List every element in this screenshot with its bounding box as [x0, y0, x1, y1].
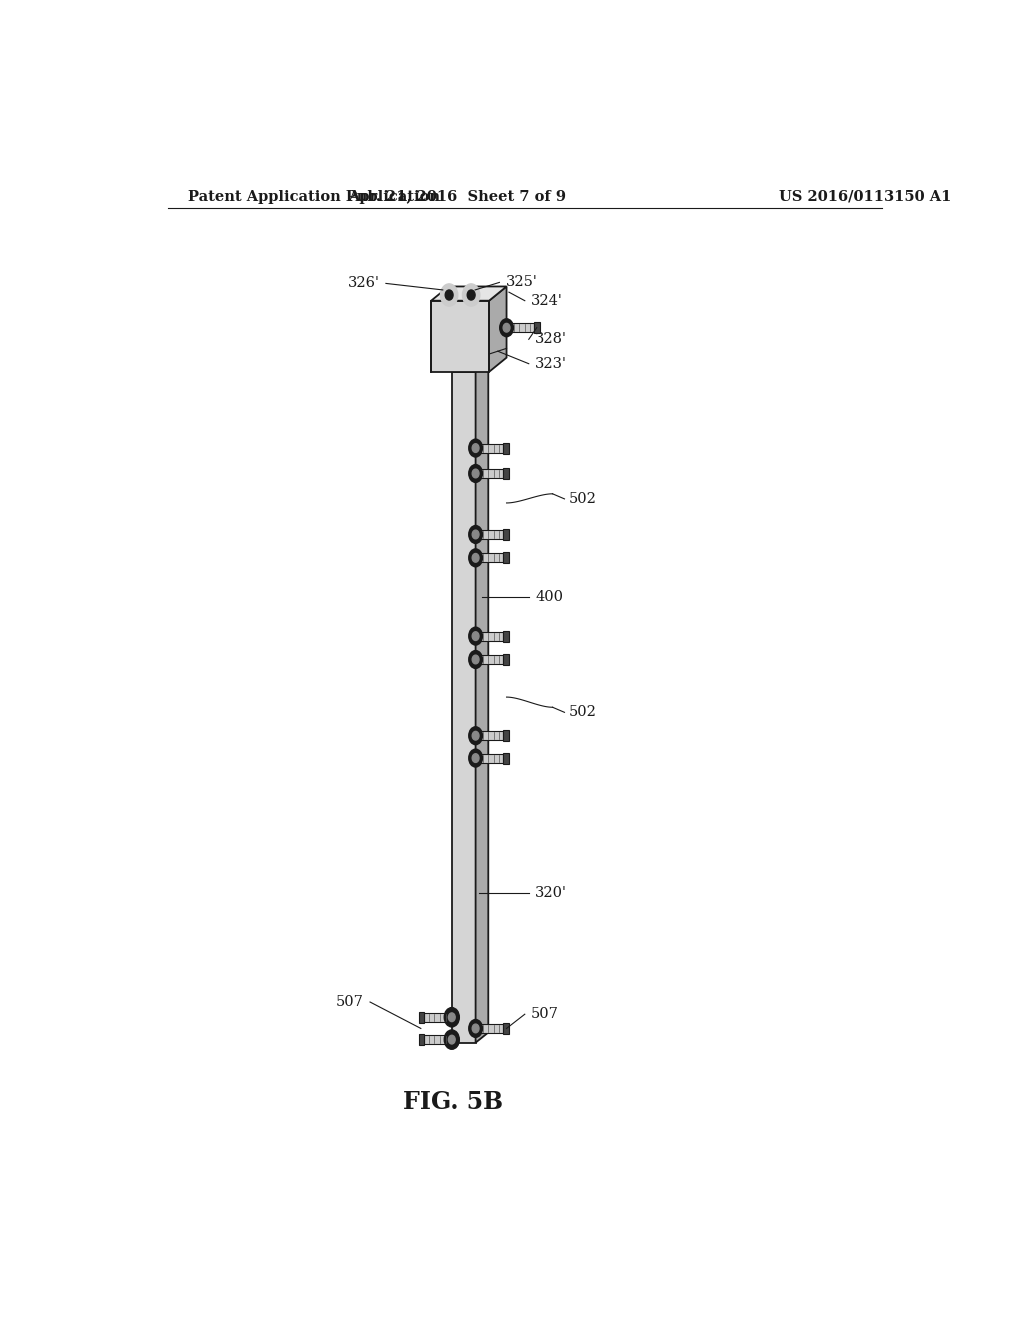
- Circle shape: [467, 290, 475, 300]
- Circle shape: [472, 553, 479, 562]
- Circle shape: [445, 290, 453, 300]
- Text: 507: 507: [336, 995, 364, 1008]
- Circle shape: [499, 318, 514, 338]
- Circle shape: [472, 469, 479, 478]
- Circle shape: [503, 323, 510, 333]
- Circle shape: [472, 754, 479, 763]
- Circle shape: [468, 1019, 483, 1038]
- Bar: [503, 752, 509, 763]
- Bar: [424, 1012, 450, 1022]
- Circle shape: [468, 649, 483, 669]
- Bar: [535, 322, 540, 333]
- Text: 324': 324': [531, 293, 563, 308]
- Bar: [452, 372, 475, 1043]
- Text: 323': 323': [536, 356, 567, 371]
- Bar: [419, 1011, 424, 1023]
- Polygon shape: [431, 286, 507, 301]
- Bar: [478, 631, 503, 640]
- Circle shape: [472, 1024, 479, 1032]
- Bar: [478, 444, 503, 453]
- Polygon shape: [452, 362, 488, 372]
- Bar: [431, 301, 489, 372]
- Circle shape: [440, 284, 458, 306]
- Bar: [503, 730, 509, 742]
- Text: US 2016/0113150 A1: US 2016/0113150 A1: [778, 190, 951, 203]
- Circle shape: [472, 531, 479, 539]
- Text: 328': 328': [536, 333, 567, 346]
- Text: Apr. 21, 2016  Sheet 7 of 9: Apr. 21, 2016 Sheet 7 of 9: [348, 190, 566, 203]
- Circle shape: [444, 1030, 460, 1049]
- Circle shape: [444, 1007, 460, 1027]
- Bar: [503, 1023, 509, 1034]
- Circle shape: [468, 525, 483, 544]
- Bar: [478, 469, 503, 478]
- Circle shape: [468, 627, 483, 645]
- Circle shape: [472, 731, 479, 741]
- Bar: [478, 731, 503, 741]
- Circle shape: [449, 1012, 456, 1022]
- Circle shape: [463, 284, 480, 306]
- Bar: [503, 552, 509, 564]
- Text: 502: 502: [569, 492, 597, 506]
- Polygon shape: [475, 362, 488, 1043]
- Text: 325': 325': [506, 276, 538, 289]
- Text: 320': 320': [536, 886, 567, 900]
- Circle shape: [468, 726, 483, 746]
- Text: 507: 507: [531, 1007, 559, 1022]
- Bar: [503, 442, 509, 454]
- Text: FIG. 5B: FIG. 5B: [403, 1089, 504, 1114]
- Bar: [478, 1024, 503, 1034]
- Bar: [424, 1035, 450, 1044]
- Bar: [478, 754, 503, 763]
- Bar: [478, 553, 503, 562]
- Circle shape: [468, 548, 483, 568]
- Bar: [503, 529, 509, 540]
- Text: Patent Application Publication: Patent Application Publication: [187, 190, 439, 203]
- Circle shape: [468, 463, 483, 483]
- Bar: [509, 323, 535, 333]
- Bar: [503, 653, 509, 665]
- Bar: [419, 1034, 424, 1045]
- Polygon shape: [489, 286, 507, 372]
- Circle shape: [472, 444, 479, 453]
- Bar: [503, 631, 509, 642]
- Circle shape: [449, 1035, 456, 1044]
- Text: 326': 326': [347, 276, 380, 290]
- Circle shape: [468, 748, 483, 768]
- Circle shape: [472, 655, 479, 664]
- Bar: [478, 655, 503, 664]
- Text: 400: 400: [536, 590, 563, 605]
- Circle shape: [468, 438, 483, 458]
- Circle shape: [472, 632, 479, 640]
- Bar: [478, 529, 503, 539]
- Text: 502: 502: [569, 705, 597, 719]
- Bar: [503, 469, 509, 479]
